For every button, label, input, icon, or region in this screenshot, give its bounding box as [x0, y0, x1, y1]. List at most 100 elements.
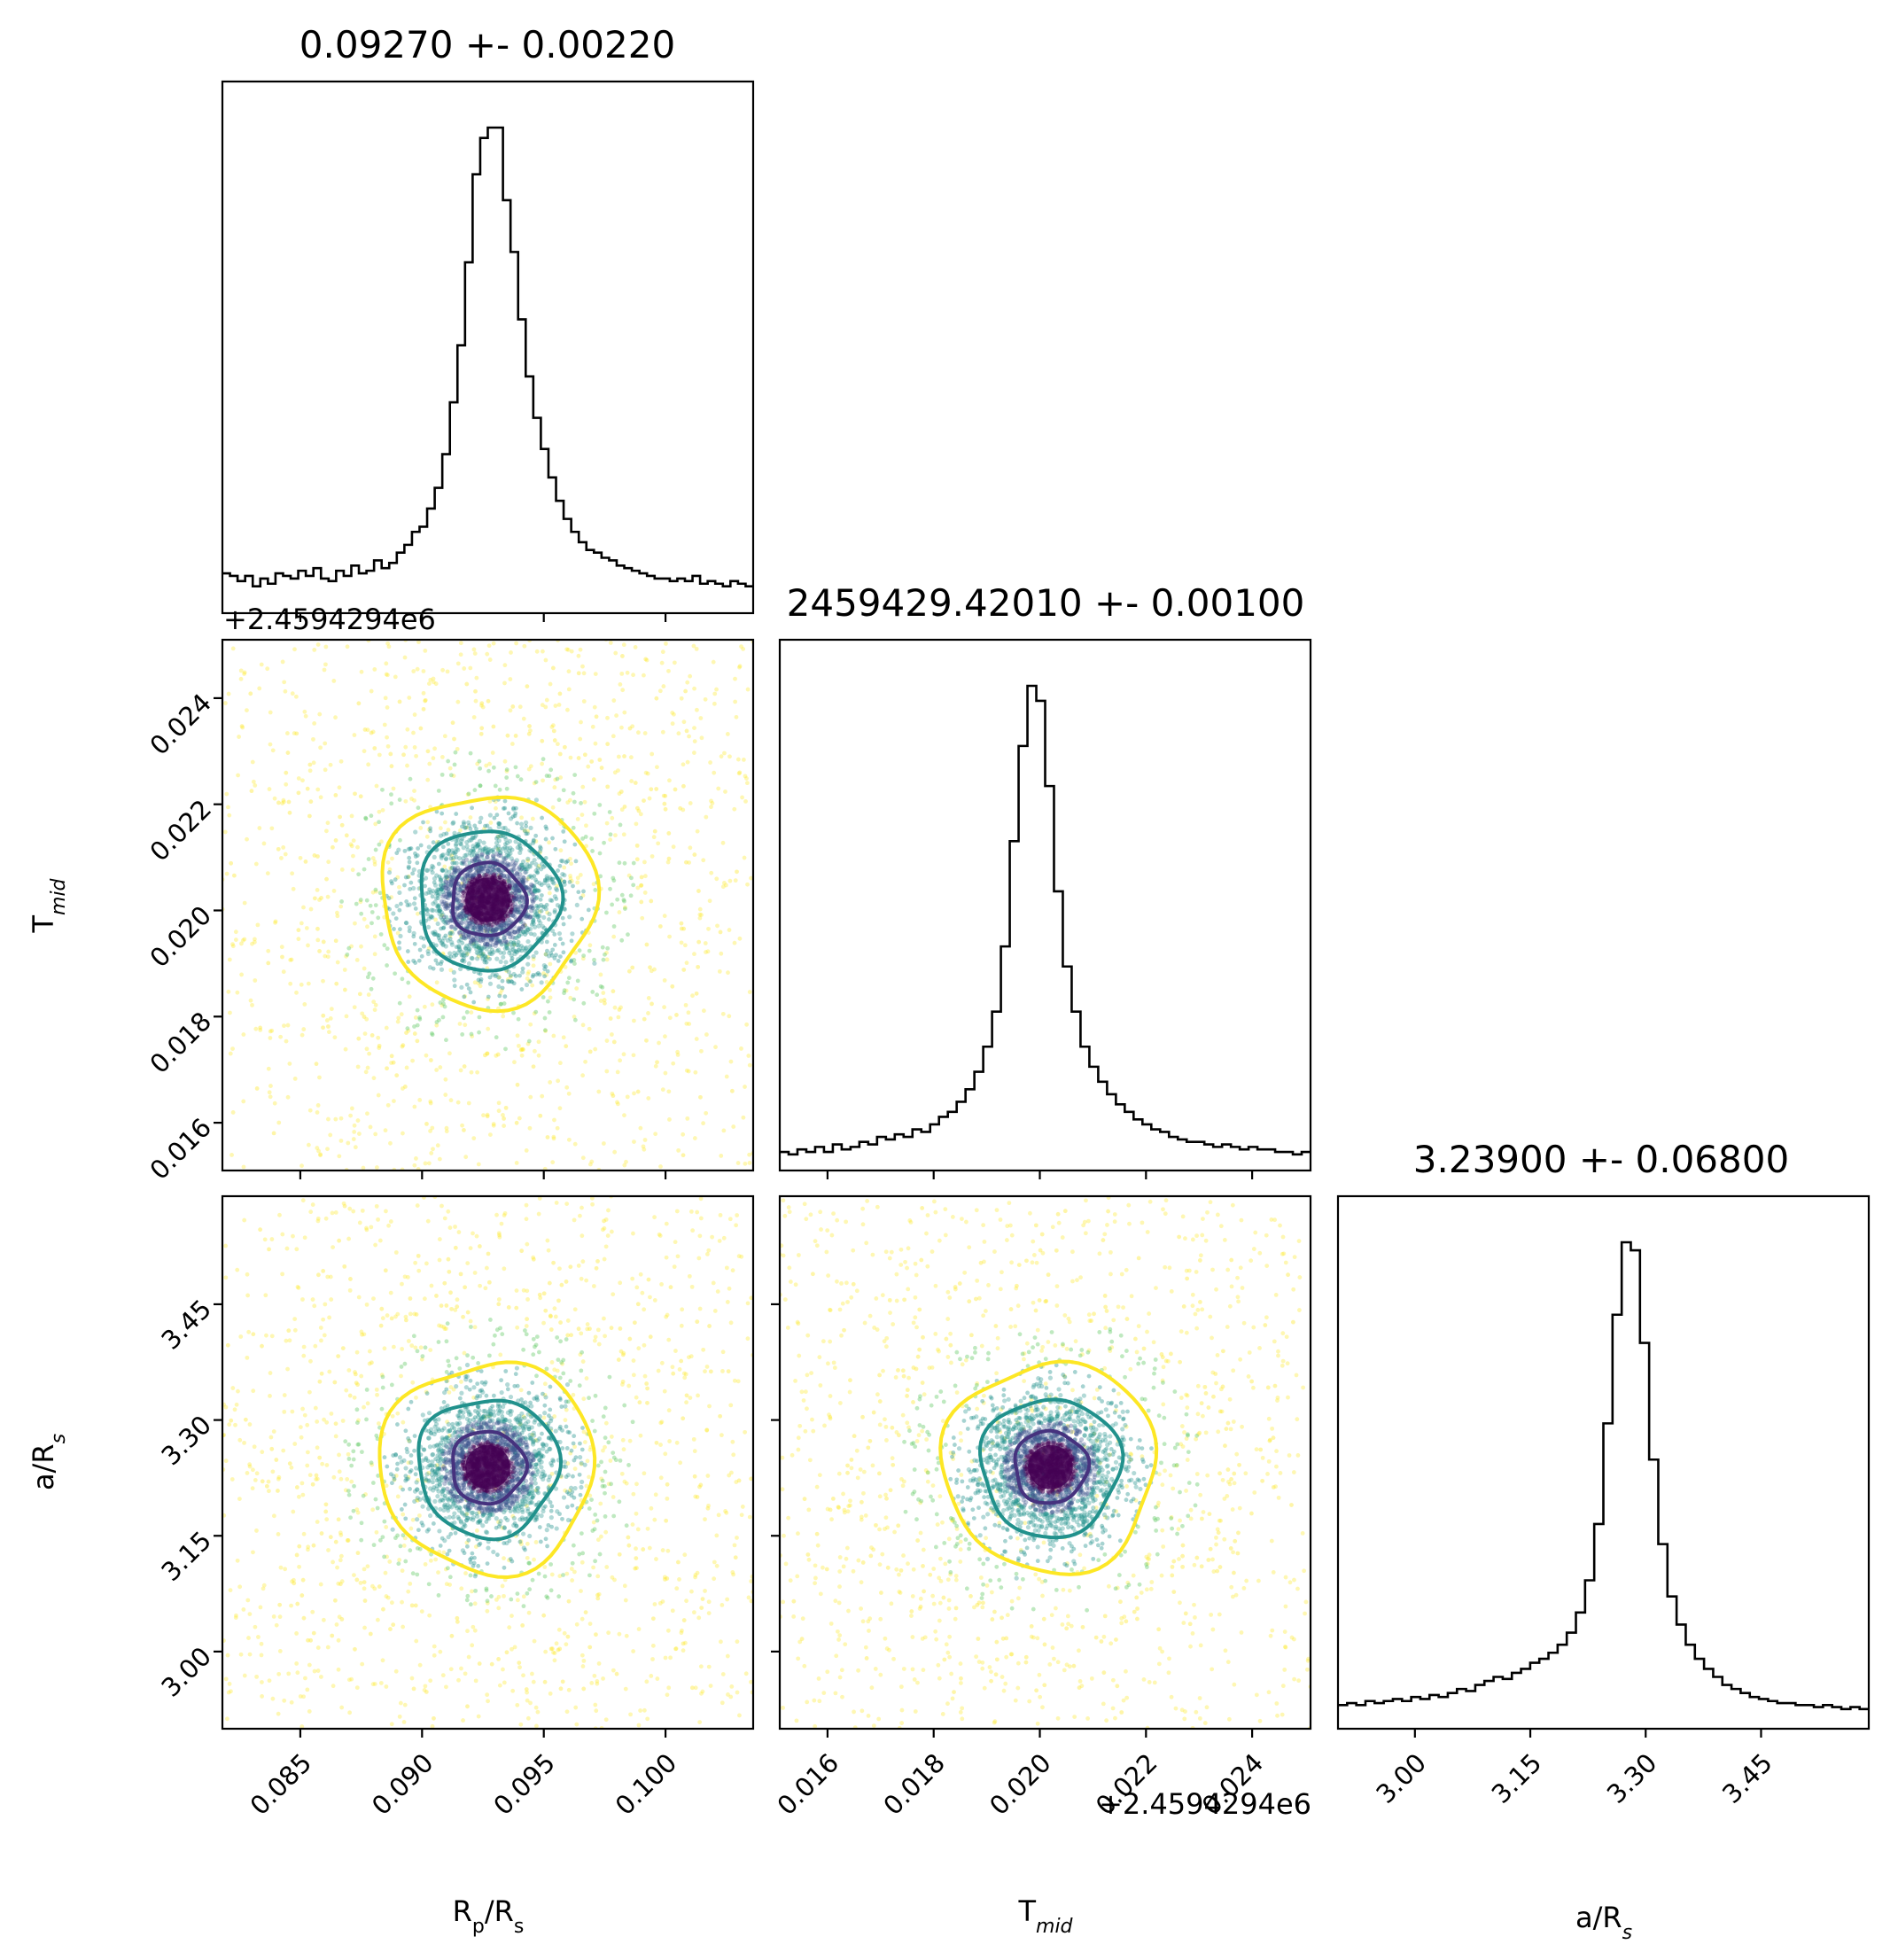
histogram-tmid [780, 684, 1311, 1156]
scatter-point [224, 791, 229, 797]
scatter-point [523, 929, 528, 934]
scatter-point [370, 890, 376, 895]
scatter-point [618, 1280, 623, 1286]
scatter-point [537, 909, 542, 914]
scatter-point [708, 1684, 713, 1688]
scatter-point [616, 768, 620, 774]
scatter-point [424, 834, 430, 839]
scatter-point [455, 1100, 461, 1105]
scatter-point [501, 806, 506, 811]
scatter-point [497, 924, 502, 930]
scatter-point [525, 914, 529, 919]
scatter-point [471, 1427, 476, 1433]
scatter-point [431, 930, 435, 935]
scatter-point [362, 1332, 367, 1337]
scatter-point [520, 1462, 525, 1466]
scatter-point [444, 1303, 449, 1308]
scatter-point [492, 867, 497, 873]
scatter-point [551, 1136, 556, 1141]
scatter-point [667, 1015, 673, 1021]
scatter-point [567, 1488, 572, 1493]
scatter-point [479, 953, 485, 959]
scatter-point [431, 676, 436, 681]
scatter-point [402, 848, 408, 853]
scatter-point [436, 908, 441, 914]
scatter-point [509, 885, 514, 891]
scatter-point [638, 812, 643, 817]
scatter-point [455, 905, 460, 910]
scatter-point [557, 1426, 563, 1431]
scatter-point [709, 798, 713, 804]
scatter-point [661, 684, 666, 688]
scatter-point [705, 1252, 710, 1256]
scatter-point [439, 1324, 444, 1329]
scatter-point [403, 1314, 408, 1319]
scatter-point [432, 1469, 437, 1474]
scatter-point [502, 1593, 506, 1598]
scatter-point [349, 813, 354, 819]
scatter-point [517, 910, 522, 915]
scatter-point [402, 1361, 408, 1366]
scatter-point [626, 1543, 632, 1548]
scatter-point [477, 945, 482, 951]
scatter-point [398, 1700, 403, 1706]
scatter-point [741, 757, 746, 762]
scatter-point [352, 1123, 357, 1128]
scatter-panel-rp-tmid [222, 640, 753, 1171]
scatter-point [581, 1686, 587, 1692]
scatter-point [591, 777, 596, 782]
scatter-point [664, 1221, 669, 1226]
scatter-point [530, 906, 535, 911]
scatter-point [277, 1614, 283, 1620]
scatter-point [472, 823, 478, 828]
scatter-point [401, 1131, 405, 1136]
scatter-point [299, 921, 304, 926]
scatter-point [394, 1466, 400, 1472]
scatter-point [335, 1565, 339, 1570]
scatter-point [533, 1488, 539, 1493]
scatter-point [599, 1459, 603, 1465]
scatter-point [500, 985, 505, 991]
scatter-point [616, 754, 621, 759]
scatter-point [636, 808, 642, 813]
scatter-point [440, 1464, 446, 1469]
scatter-point [439, 1536, 445, 1541]
scatter-point [480, 953, 486, 958]
scatter-point [455, 914, 461, 920]
scatter-point [734, 1223, 739, 1228]
scatter-point [342, 987, 347, 992]
scatter-point [496, 821, 502, 826]
scatter-point [504, 852, 510, 859]
scatter-point [466, 918, 471, 923]
scatter-point [387, 906, 392, 912]
scatter-point [692, 952, 696, 957]
scatter-point [542, 878, 548, 883]
scatter-point [258, 1025, 263, 1031]
scatter-point [494, 920, 499, 925]
scatter-point [408, 776, 413, 782]
scatter-point [465, 1704, 470, 1709]
scatter-point [441, 925, 447, 930]
scatter-point [461, 931, 466, 937]
scatter-point [525, 1504, 529, 1508]
scatter-point [409, 797, 414, 801]
scatter-point [496, 867, 502, 872]
scatter-point [323, 1302, 328, 1307]
scatter-point [483, 926, 489, 931]
scatter-point [660, 1548, 665, 1552]
scatter-point [622, 710, 627, 715]
scatter-point [554, 1201, 559, 1205]
scatter-point [547, 885, 552, 891]
scatter-point [469, 848, 474, 853]
scatter-point [489, 951, 494, 957]
scatter-point [483, 923, 489, 929]
scatter-point [468, 935, 473, 940]
scatter-point [326, 1024, 331, 1029]
scatter-point [395, 1422, 400, 1427]
scatter-point [566, 1687, 572, 1692]
scatter-point [519, 877, 525, 883]
scatter-point [603, 1244, 609, 1249]
scatter-point [418, 1490, 424, 1496]
scatter-point [454, 897, 459, 902]
scatter-point [451, 855, 456, 860]
